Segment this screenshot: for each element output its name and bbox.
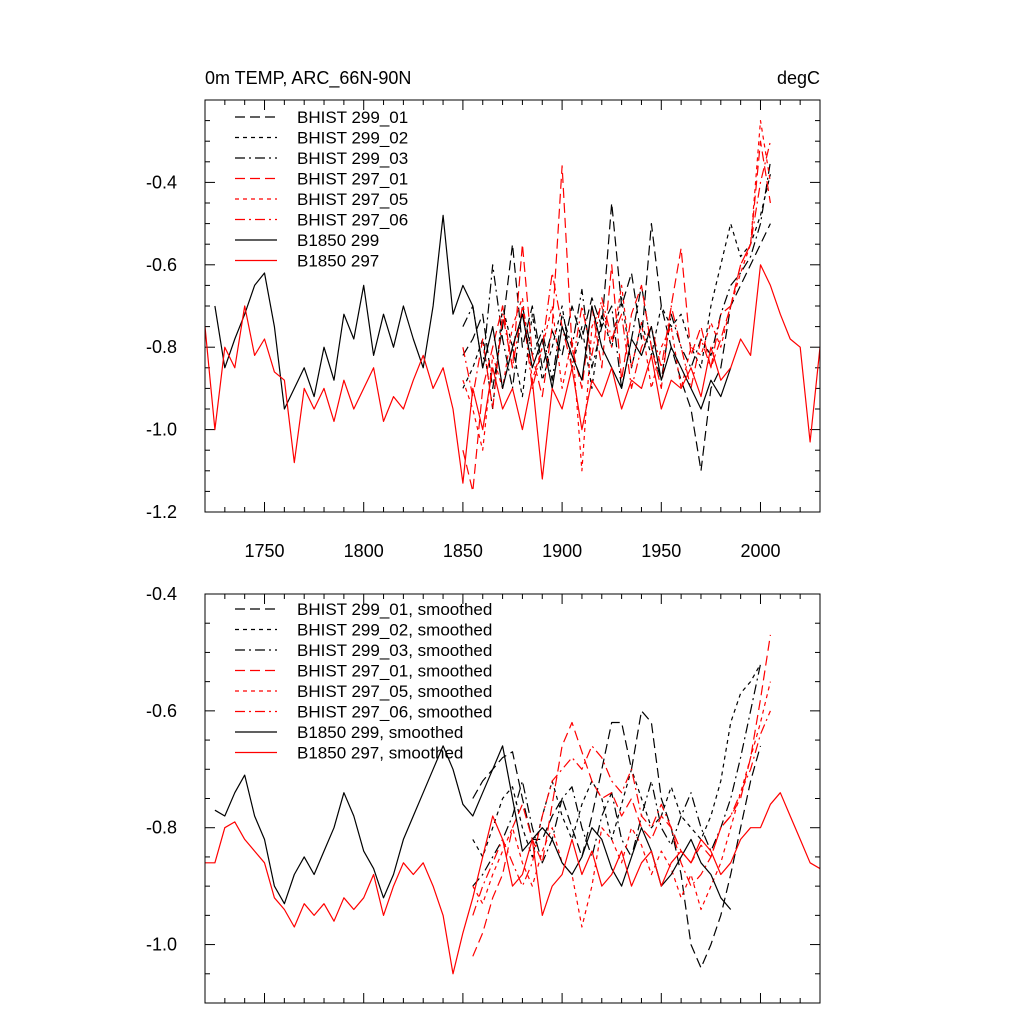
bottom-panel-ticks: -1.0 -0.8 -0.6 -0.4 bbox=[146, 584, 821, 1004]
bottom-panel: -1.0-0.8-0.6-0.4 BHIST 299_01, smoothedB… bbox=[146, 584, 821, 1004]
bottom-legend-label-bhist-299-03-smoothed: BHIST 299_03, smoothed bbox=[297, 641, 492, 660]
top-panel-title: 0m TEMP, ARC_66N-90N bbox=[205, 68, 411, 89]
bottom-panel-series bbox=[205, 634, 820, 975]
top-series-bhist-299-03 bbox=[462, 161, 771, 389]
bottom-series-b1850-299-smoothed bbox=[214, 745, 732, 910]
bottom-series-bhist-297-06-smoothed bbox=[472, 710, 771, 916]
top-ytick-label-0: -1.2 bbox=[146, 502, 177, 522]
top-xtick-label-1850: 1850 bbox=[443, 541, 483, 561]
top-series-bhist-297-01 bbox=[462, 140, 771, 492]
bottom-panel-frame bbox=[204, 593, 821, 1004]
top-series-bhist-297-06 bbox=[462, 141, 771, 410]
top-panel-units: degC bbox=[777, 68, 820, 88]
top-series-b1850-297 bbox=[205, 264, 820, 484]
bottom-ytick-label-0: -1.0 bbox=[146, 935, 177, 955]
top-series-bhist-299-01 bbox=[462, 202, 771, 472]
bottom-panel-legend: BHIST 299_01, smoothed BHIST 299_02, smoo… bbox=[235, 600, 492, 763]
top-ytick-label-1: -1.0 bbox=[146, 420, 177, 440]
top-ytick-label-2: -0.8 bbox=[146, 337, 177, 357]
top-legend-label-bhist-299-03: BHIST 299_03 bbox=[297, 149, 408, 168]
top-panel-series bbox=[205, 119, 820, 492]
top-series-bhist-299-02 bbox=[462, 174, 771, 410]
top-series-bhist-297-05 bbox=[462, 119, 771, 472]
top-ytick-label-4: -0.4 bbox=[146, 172, 177, 192]
bottom-series-bhist-299-03-smoothed bbox=[472, 663, 762, 887]
top-legend-label-bhist-299-02: BHIST 299_02 bbox=[297, 129, 408, 148]
bottom-series-bhist-299-02-smoothed bbox=[472, 663, 762, 858]
top-panel-ticks: 1750 1800 1850 1900 1950 2000 -1.2 -1.0 -0.8 -0.6… bbox=[146, 100, 821, 561]
bottom-legend-label-bhist-297-05-smoothed: BHIST 297_05, smoothed bbox=[297, 682, 492, 701]
top-series-b1850-299 bbox=[214, 214, 732, 410]
bottom-legend-label-bhist-297-01-smoothed: BHIST 297_01, smoothed bbox=[297, 662, 492, 681]
top-legend-label-bhist-297-06: BHIST 297_06 bbox=[297, 211, 408, 230]
bottom-legend-label-b1850-297-smoothed: B1850 297, smoothed bbox=[297, 744, 463, 763]
top-legend-label-bhist-299-01: BHIST 299_01 bbox=[297, 108, 408, 127]
bottom-ytick-label-2: -0.6 bbox=[146, 701, 177, 721]
top-legend-label-b1850-297: B1850 297 bbox=[297, 252, 379, 271]
bottom-legend-label-bhist-299-02-smoothed: BHIST 299_02, smoothed bbox=[297, 621, 492, 640]
bottom-series-bhist-297-01-smoothed bbox=[472, 634, 771, 957]
bottom-ytick-label-3: -0.4 bbox=[146, 584, 177, 604]
top-xtick-label-2000: 2000 bbox=[740, 541, 780, 561]
top-xtick-label-1950: 1950 bbox=[641, 541, 681, 561]
top-ytick-label-3: -0.6 bbox=[146, 255, 177, 275]
bottom-ytick-label-1: -0.8 bbox=[146, 818, 177, 838]
top-panel: 0m TEMP, ARC_66N-90N degC 1750 1800 1850 19… bbox=[146, 68, 821, 561]
top-legend-label-bhist-297-01: BHIST 297_01 bbox=[297, 170, 408, 189]
top-xtick-label-1750: 1750 bbox=[244, 541, 284, 561]
top-legend-label-bhist-297-05: BHIST 297_05 bbox=[297, 190, 408, 209]
bottom-series-b1850-297-smoothed bbox=[205, 792, 820, 975]
bottom-legend-label-b1850-299-smoothed: B1850 299, smoothed bbox=[297, 723, 463, 742]
top-panel-frame bbox=[204, 99, 821, 513]
top-xtick-label-1900: 1900 bbox=[542, 541, 582, 561]
top-xtick-label-1800: 1800 bbox=[344, 541, 384, 561]
top-legend-label-b1850-299: B1850 299 bbox=[297, 231, 379, 250]
bottom-legend-label-bhist-297-06-smoothed: BHIST 297_06, smoothed bbox=[297, 703, 492, 722]
bottom-legend-label-bhist-299-01-smoothed: BHIST 299_01, smoothed bbox=[297, 600, 492, 619]
bottom-series-bhist-299-01-smoothed bbox=[472, 710, 762, 969]
bottom-series-bhist-297-05-smoothed bbox=[472, 681, 771, 928]
